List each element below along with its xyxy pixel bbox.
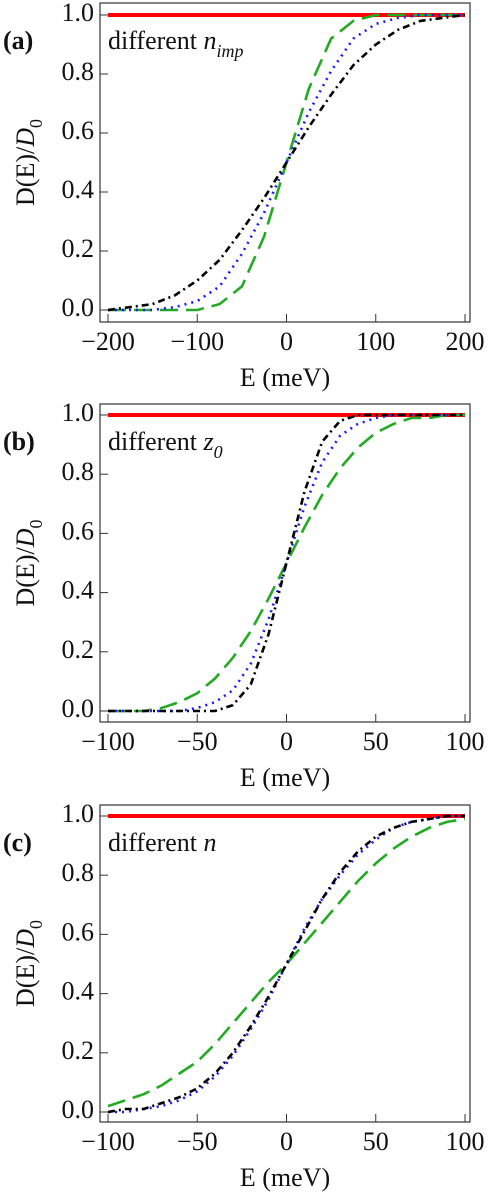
y-tick-label: 0.6 — [62, 516, 95, 545]
y-axis-label-part: D — [11, 128, 40, 148]
y-tick-label: 0.0 — [62, 694, 95, 723]
data-line — [107, 814, 465, 1114]
x-tick-label: −100 — [81, 727, 135, 756]
x-tick-label: 200 — [446, 327, 485, 356]
y-axis-label-part: D(E)/ — [11, 547, 40, 607]
data-line — [108, 814, 465, 1114]
y-axis-label-part: 0 — [26, 920, 46, 929]
y-axis-label-part: 0 — [26, 119, 46, 128]
x-tick-label: 50 — [363, 1127, 389, 1156]
plot-frame — [99, 403, 471, 723]
x-tick-label: 0 — [280, 727, 293, 756]
x-tick-label: 100 — [446, 727, 485, 756]
plot-frame — [99, 2, 471, 323]
y-tick-label: 0.8 — [62, 457, 95, 486]
panel-label: (b) — [3, 427, 35, 456]
y-tick-label: 0.4 — [62, 977, 95, 1006]
annotation-part: different — [108, 828, 204, 857]
plot-frame — [99, 804, 471, 1123]
data-line — [107, 13, 466, 312]
y-tick-label: 1.0 — [62, 398, 95, 427]
y-tick-label: 0.2 — [62, 635, 95, 664]
y-axis-label-part: D — [11, 528, 40, 548]
y-axis-label-part: D(E)/ — [11, 146, 40, 206]
y-axis-label-part: D(E)/ — [11, 947, 40, 1007]
annotation-part: 0 — [214, 442, 223, 462]
x-tick-label: −50 — [177, 727, 218, 756]
y-axis-label: D(E)/D0 — [11, 920, 46, 1007]
y-axis-label-part: 0 — [26, 520, 46, 529]
data-line — [108, 413, 465, 713]
y-tick-label: 0.4 — [62, 576, 95, 605]
y-tick-label: 1.0 — [62, 0, 95, 27]
x-axis-label: E (meV) — [240, 763, 330, 792]
y-axis-label: D(E)/D0 — [11, 520, 46, 607]
y-axis-label: D(E)/D0 — [11, 119, 46, 206]
y-tick-label: 0.0 — [62, 293, 95, 322]
annotation: different n — [108, 828, 217, 857]
x-tick-label: 50 — [363, 727, 389, 756]
annotation-part: n — [204, 26, 217, 55]
x-tick-label: −100 — [81, 1127, 135, 1156]
x-tick-label: −200 — [81, 327, 135, 356]
x-axis-label: E (meV) — [240, 1163, 330, 1192]
x-tick-label: −50 — [177, 1127, 218, 1156]
x-tick-label: 0 — [280, 327, 293, 356]
x-axis-label: E (meV) — [240, 363, 330, 392]
y-tick-label: 0.6 — [62, 116, 95, 145]
y-tick-label: 0.4 — [62, 175, 95, 204]
annotation: different nimp — [108, 26, 244, 61]
y-axis-label-part: D — [11, 929, 40, 949]
data-line — [107, 817, 466, 1108]
annotation-part: z — [203, 427, 214, 456]
data-line — [108, 13, 465, 312]
y-tick-label: 0.2 — [62, 1036, 95, 1065]
y-tick-label: 0.2 — [62, 234, 95, 263]
panel-label: (a) — [3, 26, 33, 55]
x-tick-label: 100 — [356, 327, 395, 356]
y-tick-label: 1.0 — [62, 799, 95, 828]
annotation-part: different — [108, 26, 204, 55]
panel-label: (c) — [3, 828, 32, 857]
y-tick-label: 0.8 — [62, 858, 95, 887]
annotation-part: different — [108, 427, 204, 456]
annotation: different z0 — [108, 427, 223, 462]
y-tick-label: 0.0 — [62, 1095, 95, 1124]
annotation-part: imp — [217, 41, 244, 61]
x-tick-label: 0 — [280, 1127, 293, 1156]
x-tick-label: −100 — [170, 327, 224, 356]
y-tick-label: 0.8 — [62, 57, 95, 86]
y-tick-label: 0.6 — [62, 917, 95, 946]
x-tick-label: 100 — [446, 1127, 485, 1156]
data-line — [108, 413, 465, 713]
annotation-part: n — [204, 828, 217, 857]
data-line — [108, 413, 465, 713]
